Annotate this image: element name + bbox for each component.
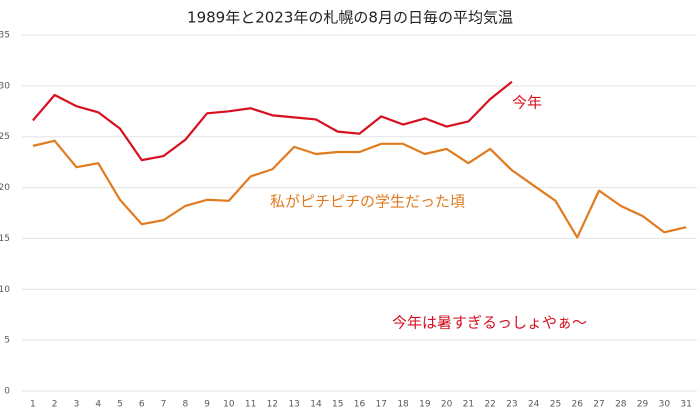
series-label: 今年	[512, 94, 542, 112]
x-tick-label: 9	[204, 400, 210, 410]
y-tick-label: 30	[0, 81, 10, 91]
x-tick-label: 8	[182, 400, 188, 410]
x-tick-label: 23	[506, 400, 517, 410]
y-tick-label: 35	[0, 31, 10, 41]
x-tick-label: 10	[223, 400, 235, 410]
x-tick-label: 16	[354, 400, 366, 410]
x-tick-label: 27	[593, 400, 604, 410]
x-tick-label: 31	[680, 400, 691, 410]
x-tick-label: 28	[615, 400, 627, 410]
x-tick-label: 5	[117, 400, 123, 410]
x-tick-label: 6	[139, 400, 145, 410]
x-tick-label: 19	[419, 400, 431, 410]
x-tick-label: 22	[484, 400, 495, 410]
x-tick-label: 2	[52, 400, 58, 410]
y-tick-label: 25	[0, 132, 10, 142]
y-tick-label: 10	[0, 285, 10, 295]
x-tick-label: 18	[397, 400, 409, 410]
chart-title: 1989年と2023年の札幌の8月の日毎の平均気温	[187, 9, 513, 27]
x-tick-label: 11	[245, 400, 256, 410]
x-tick-label: 26	[572, 400, 584, 410]
x-tick-label: 3	[74, 400, 80, 410]
x-tick-label: 17	[376, 400, 387, 410]
x-tick-label: 24	[528, 400, 540, 410]
x-tick-label: 12	[267, 400, 278, 410]
annotation: 今年は暑すぎるっしょやぁ～	[392, 314, 587, 332]
x-tick-label: 25	[550, 400, 561, 410]
x-tick-label: 15	[332, 400, 343, 410]
x-tick-label: 29	[637, 400, 649, 410]
y-tick-label: 5	[4, 336, 10, 346]
series-label: 私がピチピチの学生だった頃	[270, 193, 465, 211]
x-tick-label: 21	[463, 400, 474, 410]
x-tick-label: 4	[95, 400, 101, 410]
series-line	[32, 80, 513, 162]
x-tick-label: 1	[30, 400, 36, 410]
x-tick-label: 20	[441, 400, 453, 410]
x-tick-label: 14	[310, 400, 322, 410]
y-tick-label: 0	[4, 387, 10, 397]
x-tick-label: 30	[659, 400, 671, 410]
x-tick-label: 7	[161, 400, 167, 410]
y-tick-label: 15	[0, 234, 10, 244]
series-line	[32, 139, 687, 239]
x-tick-label: 13	[288, 400, 299, 410]
y-tick-label: 20	[0, 183, 10, 193]
